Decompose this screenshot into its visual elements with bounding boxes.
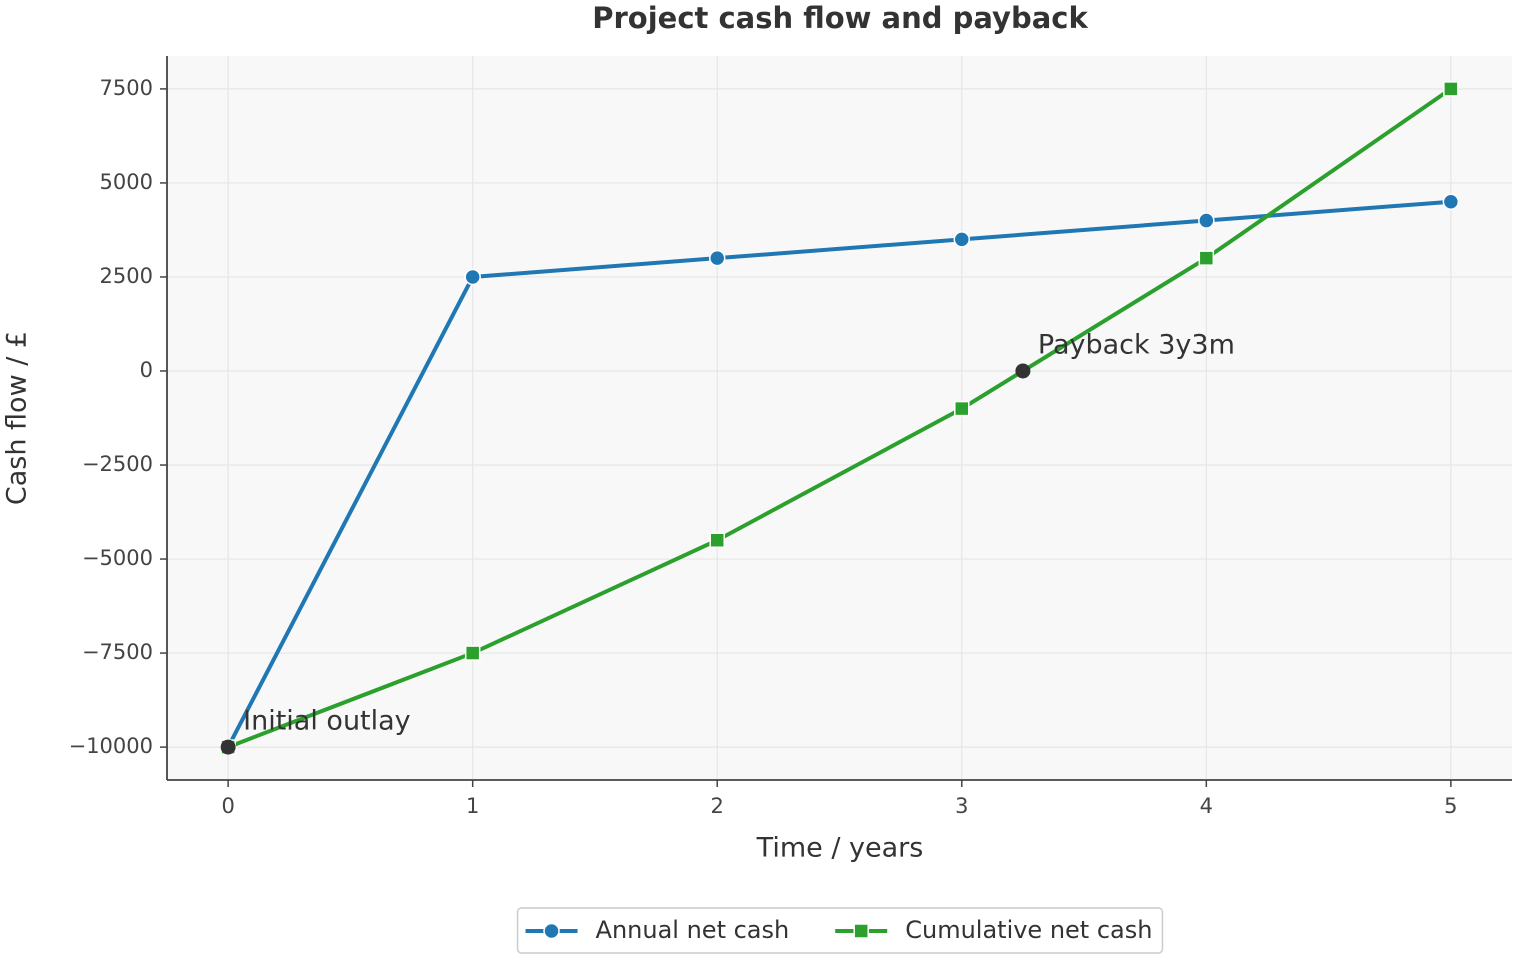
legend: Annual net cash Cumulative net cash: [516, 907, 1164, 954]
annotation-point: [1015, 363, 1031, 379]
data-point: [954, 400, 970, 417]
x-tick-label: 1: [466, 794, 479, 818]
series-line: [227, 87, 1452, 749]
annotation-point: [220, 739, 236, 755]
y-tick-label: −10000: [69, 734, 153, 758]
x-tick-label: 3: [955, 794, 968, 818]
legend-label: Cumulative net cash: [905, 916, 1152, 944]
y-tick-label: 7500: [100, 76, 153, 100]
data-point: [1198, 212, 1215, 229]
y-tick-label: −5000: [82, 546, 153, 570]
annotation-text: Payback 3y3m: [1038, 329, 1235, 360]
x-tick-label: 2: [711, 794, 724, 818]
x-axis-label: Time / years: [756, 833, 924, 864]
plot-area: [167, 56, 1512, 780]
y-tick-label: 5000: [100, 170, 153, 194]
y-axis-label: Cash flow / £: [2, 331, 33, 505]
data-point: [708, 249, 726, 267]
annotation-text: Initial outlay: [243, 706, 411, 737]
y-tick-label: 2500: [100, 264, 153, 288]
y-tick-label: −7500: [82, 640, 153, 664]
data-point: [709, 532, 725, 548]
y-tick-label: 0: [140, 358, 153, 382]
data-point: [953, 231, 971, 248]
series-line: [226, 199, 1452, 749]
legend-label: Annual net cash: [596, 916, 790, 944]
data-point: [1443, 81, 1459, 97]
legend-marker: [543, 922, 560, 940]
x-tick-label: 4: [1200, 794, 1213, 818]
chart-title: Project cash flow and payback: [592, 1, 1088, 35]
data-point: [464, 268, 481, 286]
data-point: [464, 645, 481, 661]
y-tick-label: −2500: [82, 452, 153, 476]
data-point: [1198, 250, 1215, 266]
legend-marker: [853, 923, 869, 939]
x-tick-label: 5: [1444, 794, 1457, 818]
data-point: [1442, 193, 1460, 210]
x-tick-label: 0: [221, 794, 234, 818]
